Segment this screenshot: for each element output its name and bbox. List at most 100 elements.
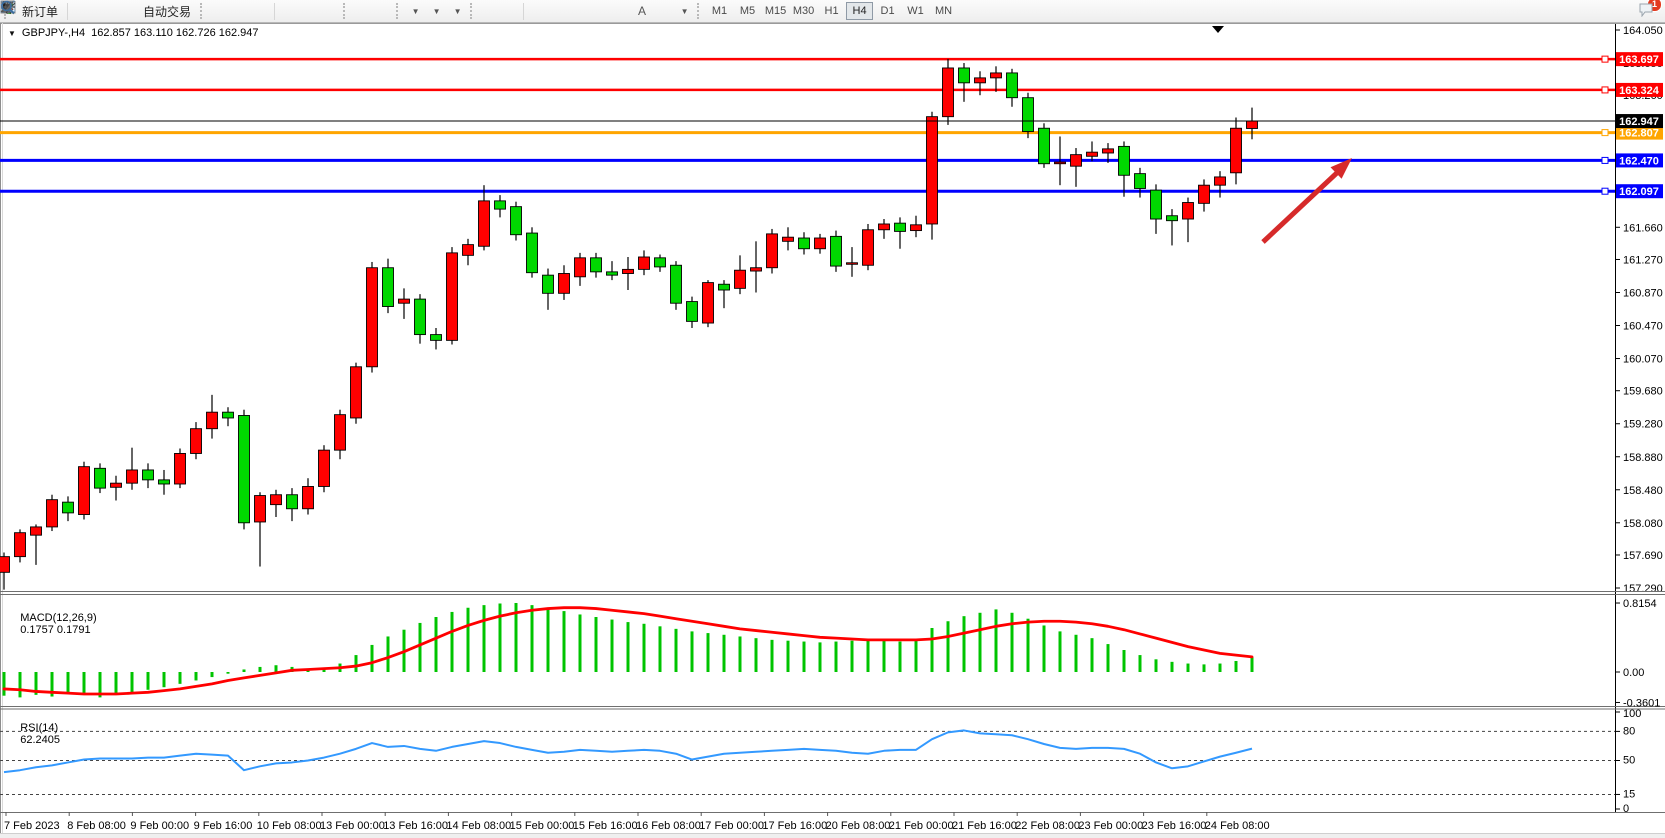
candle-bull bbox=[734, 269, 746, 289]
timeframe-mn[interactable]: MN bbox=[934, 5, 953, 17]
chart-shift-marker[interactable] bbox=[1212, 26, 1224, 33]
hline-price-label-box[interactable] bbox=[1616, 184, 1663, 199]
candle-bull bbox=[878, 223, 890, 231]
text-button[interactable]: A bbox=[632, 1, 652, 21]
candle-bear bbox=[526, 232, 538, 274]
candle-bull bbox=[14, 532, 26, 558]
price-tick-label: 164.050 bbox=[1623, 25, 1663, 37]
hline-price-label-box[interactable] bbox=[1616, 125, 1663, 140]
market-depth-button[interactable] bbox=[0, 0, 91, 21]
candle-bear bbox=[894, 222, 906, 232]
horizontal-line-button[interactable] bbox=[1, 1, 568, 21]
auto-scroll-button[interactable] bbox=[1, 1, 372, 21]
hline-price-label-box[interactable] bbox=[1616, 52, 1663, 67]
timeframe-h1[interactable]: H1 bbox=[824, 5, 839, 17]
timeframe-w1[interactable]: W1 bbox=[907, 5, 924, 17]
auto-trading-button[interactable]: 自动交易 bbox=[0, 1, 197, 21]
candle-bull bbox=[1214, 176, 1226, 186]
macd-scale-label: -0.3601 bbox=[1623, 697, 1660, 709]
hline-price-label-box[interactable] bbox=[1616, 82, 1663, 97]
toolbar-grip[interactable] bbox=[200, 3, 205, 19]
price-tick-label: 158.480 bbox=[1623, 485, 1663, 497]
candle-bear bbox=[142, 469, 154, 481]
bid-price-label: 162.947 bbox=[1619, 116, 1659, 128]
price-tick-label: 159.280 bbox=[1623, 419, 1663, 431]
price-tick-label: 160.070 bbox=[1623, 354, 1663, 366]
search-button[interactable] bbox=[1, 0, 1636, 21]
candle-bull bbox=[926, 116, 938, 225]
market-watch-button[interactable] bbox=[1, 1, 112, 21]
toolbar-grip[interactable] bbox=[697, 3, 702, 19]
hline-price-label: 162.097 bbox=[1619, 186, 1659, 198]
zoom-out-button[interactable] bbox=[1, 0, 319, 21]
candle-bull bbox=[862, 229, 874, 266]
signals-button[interactable] bbox=[1, 0, 133, 21]
candle-bull bbox=[446, 252, 458, 341]
candle-bull bbox=[270, 494, 282, 506]
trendline-button[interactable] bbox=[1, 1, 589, 21]
crosshair-button[interactable] bbox=[1, 1, 520, 21]
macd-indicator-label: MACD(12,26,9) 0.1757 0.1791 bbox=[20, 612, 97, 636]
tile-windows-button[interactable] bbox=[0, 0, 340, 21]
price-tick-label: 161.270 bbox=[1623, 254, 1663, 266]
templates-button[interactable]: ▼ bbox=[0, 1, 467, 21]
hline-anchor-square[interactable] bbox=[1601, 129, 1609, 137]
time-tick-label: 9 Feb 00:00 bbox=[130, 820, 189, 832]
chat-button[interactable]: 1 bbox=[1637, 0, 1662, 21]
candle-bull bbox=[1246, 120, 1258, 129]
bid-price-label-box bbox=[1616, 114, 1663, 129]
annotation-arrow[interactable] bbox=[1261, 168, 1342, 244]
time-tick-label: 16 Feb 08:00 bbox=[636, 820, 701, 832]
toolbar-grip[interactable] bbox=[396, 3, 401, 19]
annotation-arrow-head[interactable] bbox=[1330, 158, 1353, 179]
rsi-line bbox=[3, 729, 1253, 774]
timeframe-m30[interactable]: M30 bbox=[792, 5, 815, 17]
hline-anchor-square[interactable] bbox=[1601, 55, 1609, 63]
candle-bull bbox=[46, 499, 58, 528]
arrows-button[interactable]: ▼ bbox=[1, 1, 694, 21]
vertical-line-button[interactable] bbox=[5, 1, 547, 21]
rsi-scale-label: 50 bbox=[1623, 755, 1635, 767]
candle-bull bbox=[110, 482, 122, 488]
timeframe-h4[interactable]: H4 bbox=[846, 2, 874, 20]
candle-bull bbox=[30, 526, 42, 536]
timeframe-m5[interactable]: M5 bbox=[739, 5, 756, 17]
new-chart-button[interactable]: ▼ bbox=[0, 0, 425, 21]
bar-chart-button[interactable] bbox=[1, 1, 229, 21]
candle-bull bbox=[782, 236, 794, 242]
price-tick-label: 157.690 bbox=[1623, 550, 1663, 562]
hline-price-label: 163.697 bbox=[1619, 54, 1659, 66]
candle-bull bbox=[622, 268, 634, 274]
new-order-button[interactable]: 新订单 bbox=[0, 0, 64, 21]
cursor-button[interactable] bbox=[3, 1, 499, 21]
fibonacci-button[interactable]: F bbox=[1, 1, 631, 21]
candle-bear bbox=[798, 237, 810, 250]
toolbar-grip[interactable] bbox=[470, 3, 475, 19]
candle-bear bbox=[222, 411, 234, 419]
chart-shift-button[interactable] bbox=[1, 1, 393, 21]
periods-button[interactable]: ▼ bbox=[1, 0, 446, 21]
price-tick-label: 158.080 bbox=[1623, 518, 1663, 530]
timeframe-m1[interactable]: M1 bbox=[711, 5, 728, 17]
candle-bull bbox=[1198, 184, 1210, 204]
hline-anchor-square[interactable] bbox=[1601, 156, 1609, 164]
candle-bull bbox=[1182, 202, 1194, 220]
collapse-arrow-icon[interactable]: ▼ bbox=[8, 28, 16, 38]
timeframe-m15[interactable]: M15 bbox=[764, 5, 787, 17]
time-tick-label: 15 Feb 00:00 bbox=[510, 820, 575, 832]
line-chart-button[interactable] bbox=[0, 1, 271, 21]
text-label-button[interactable]: T bbox=[0, 0, 673, 21]
timeframe-d1[interactable]: D1 bbox=[880, 5, 895, 17]
hline-price-label-box[interactable] bbox=[1616, 153, 1663, 168]
time-tick-label: 21 Feb 16:00 bbox=[952, 820, 1017, 832]
candlestick-chart-button[interactable] bbox=[1, 1, 250, 21]
toolbar-grip[interactable] bbox=[343, 3, 348, 19]
candle-bear bbox=[830, 235, 842, 267]
hline-anchor-square[interactable] bbox=[1601, 86, 1609, 94]
equidistant-channel-button[interactable]: E bbox=[0, 1, 610, 21]
zoom-in-button[interactable] bbox=[1, 0, 298, 21]
dropdown-arrow-icon: ▼ bbox=[432, 6, 441, 16]
hline-anchor-square[interactable] bbox=[1601, 187, 1609, 195]
